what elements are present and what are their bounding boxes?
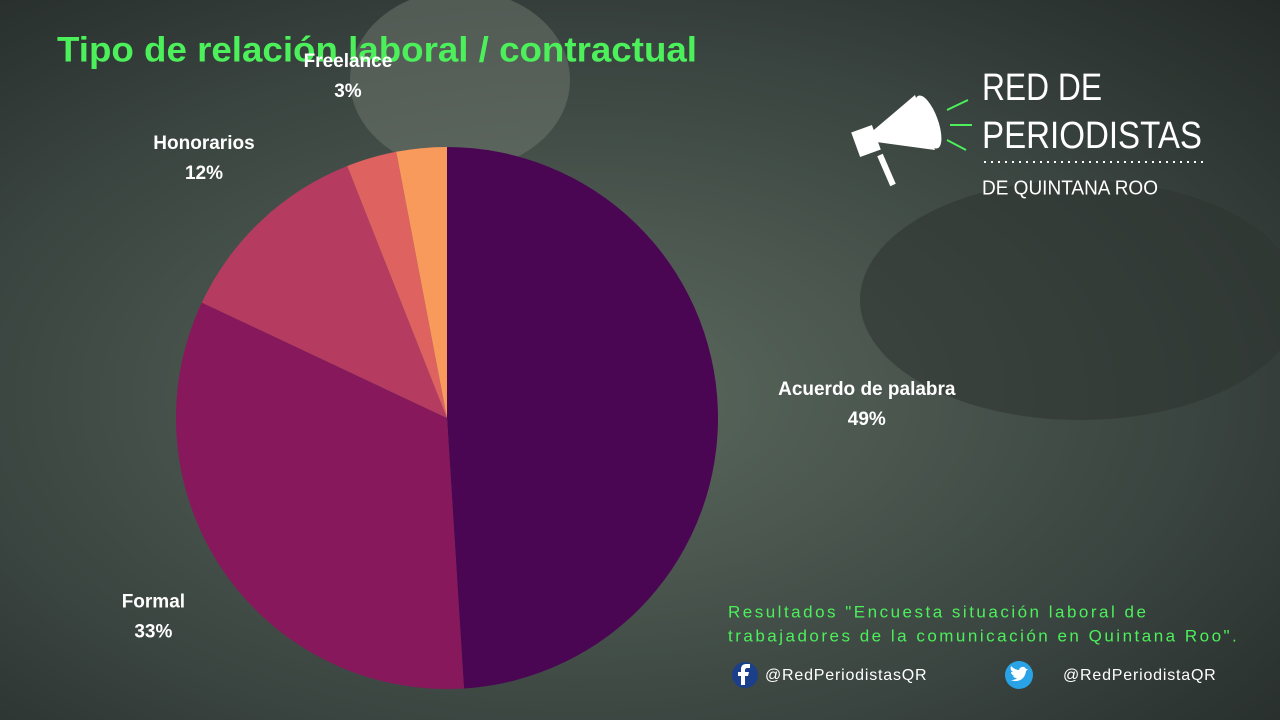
- megaphone-back: [851, 125, 881, 157]
- slice-value-label: 33%: [134, 622, 172, 643]
- facebook-glyph: [738, 664, 750, 685]
- slice-label: Freelance: [304, 51, 393, 72]
- pie-slice: [201, 166, 447, 418]
- twitter-glyph: [1010, 666, 1028, 682]
- pie-slice: [447, 147, 719, 689]
- pie-slice: [396, 147, 447, 418]
- megaphone-rays: [946, 99, 972, 151]
- chart-title: Tipo de relación laboral / contractual: [57, 30, 697, 69]
- footer-text: trabajadores de la comunicación en Quint…: [728, 626, 1239, 645]
- twitter-handle[interactable]: @RedPeriodistaQR: [1063, 667, 1217, 684]
- facebook-handle[interactable]: @RedPeriodistasQR: [765, 667, 927, 684]
- pie-slice: [347, 151, 447, 418]
- logo: RED DE PERIODISTAS DE QUINTANA ROO: [851, 67, 1208, 199]
- pie-slice: [176, 302, 465, 690]
- slice-value-label: 3%: [334, 81, 362, 102]
- slice-value-label: 12%: [185, 163, 223, 184]
- mic-shape: [350, 0, 570, 170]
- pie: [176, 147, 719, 690]
- logo-line: PERIODISTAS: [982, 115, 1202, 157]
- footer-text: Resultados "Encuesta situación laboral d…: [728, 602, 1148, 621]
- slice-label: Formal: [122, 592, 185, 613]
- logo-line: DE QUINTANA ROO: [982, 177, 1158, 199]
- slice-label: Acuerdo de palabra: [778, 379, 956, 400]
- slice-value-label: 49%: [848, 409, 886, 430]
- bg-shape: [860, 180, 1280, 420]
- megaphone-handle: [877, 153, 896, 187]
- logo-line: RED DE: [982, 67, 1102, 109]
- megaphone-mouth: [914, 95, 942, 149]
- slice-label: Honorarios: [153, 133, 254, 154]
